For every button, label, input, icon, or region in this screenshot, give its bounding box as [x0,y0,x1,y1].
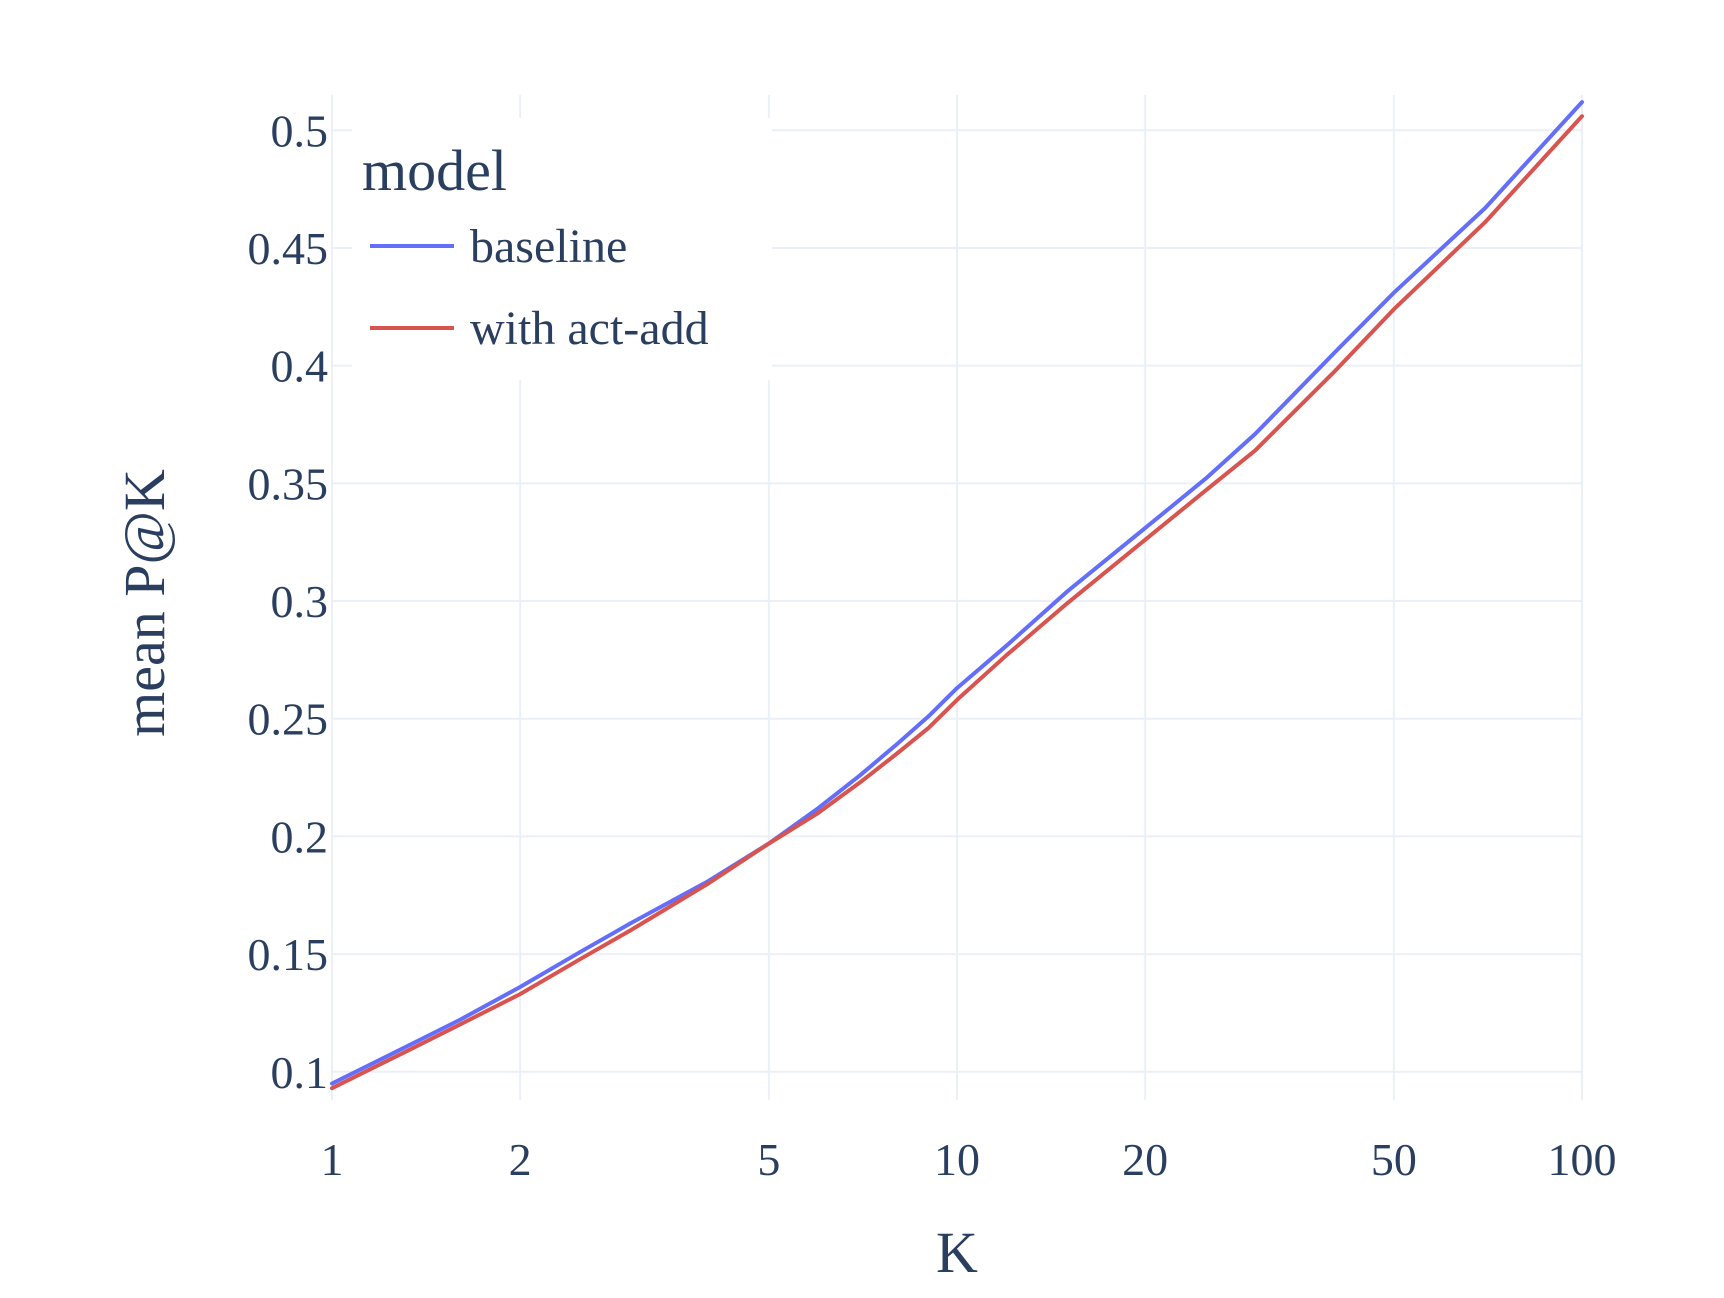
x-tick-label: 1 [321,1134,344,1185]
y-tick-label: 0.15 [248,929,329,980]
y-tick-labels: 0.1 0.15 0.2 0.25 0.3 0.35 0.4 0.45 0.5 [248,105,329,1097]
gridlines [331,95,1583,1100]
y-tick-label: 0.5 [271,105,329,156]
legend-background [352,118,772,380]
x-tick-label: 10 [934,1134,980,1185]
y-tick-label: 0.4 [271,341,329,392]
data-lines [330,100,1584,1091]
y-tick-label: 0.2 [271,811,329,862]
y-tick-label: 0.45 [248,223,329,274]
x-tick-label: 50 [1371,1134,1417,1185]
x-tick-label: 20 [1122,1134,1168,1185]
y-tick-label: 0.35 [248,458,329,509]
x-tick-label: 2 [509,1134,532,1185]
legend[interactable]: model baseline with act-add [362,138,709,355]
y-axis-title: mean P@K [112,469,177,737]
series-line-with-act-add [330,114,1584,1091]
legend-item-with-act-add[interactable]: with act-add [370,302,709,355]
y-tick-label: 0.3 [271,576,329,627]
legend-box [352,118,772,380]
y-tick-label: 0.25 [248,694,329,745]
legend-item-baseline[interactable]: baseline [370,220,627,273]
legend-title: model [362,138,507,203]
legend-label: with act-add [470,302,709,355]
x-tick-label: 5 [757,1134,780,1185]
y-tick-label: 0.1 [271,1047,329,1098]
x-tick-labels: 1 2 5 10 20 50 100 [321,1134,1617,1185]
x-axis-title: K [936,1220,978,1285]
x-tick-label: 100 [1548,1134,1617,1185]
legend-label: baseline [470,220,627,273]
series-line-baseline [330,100,1584,1086]
